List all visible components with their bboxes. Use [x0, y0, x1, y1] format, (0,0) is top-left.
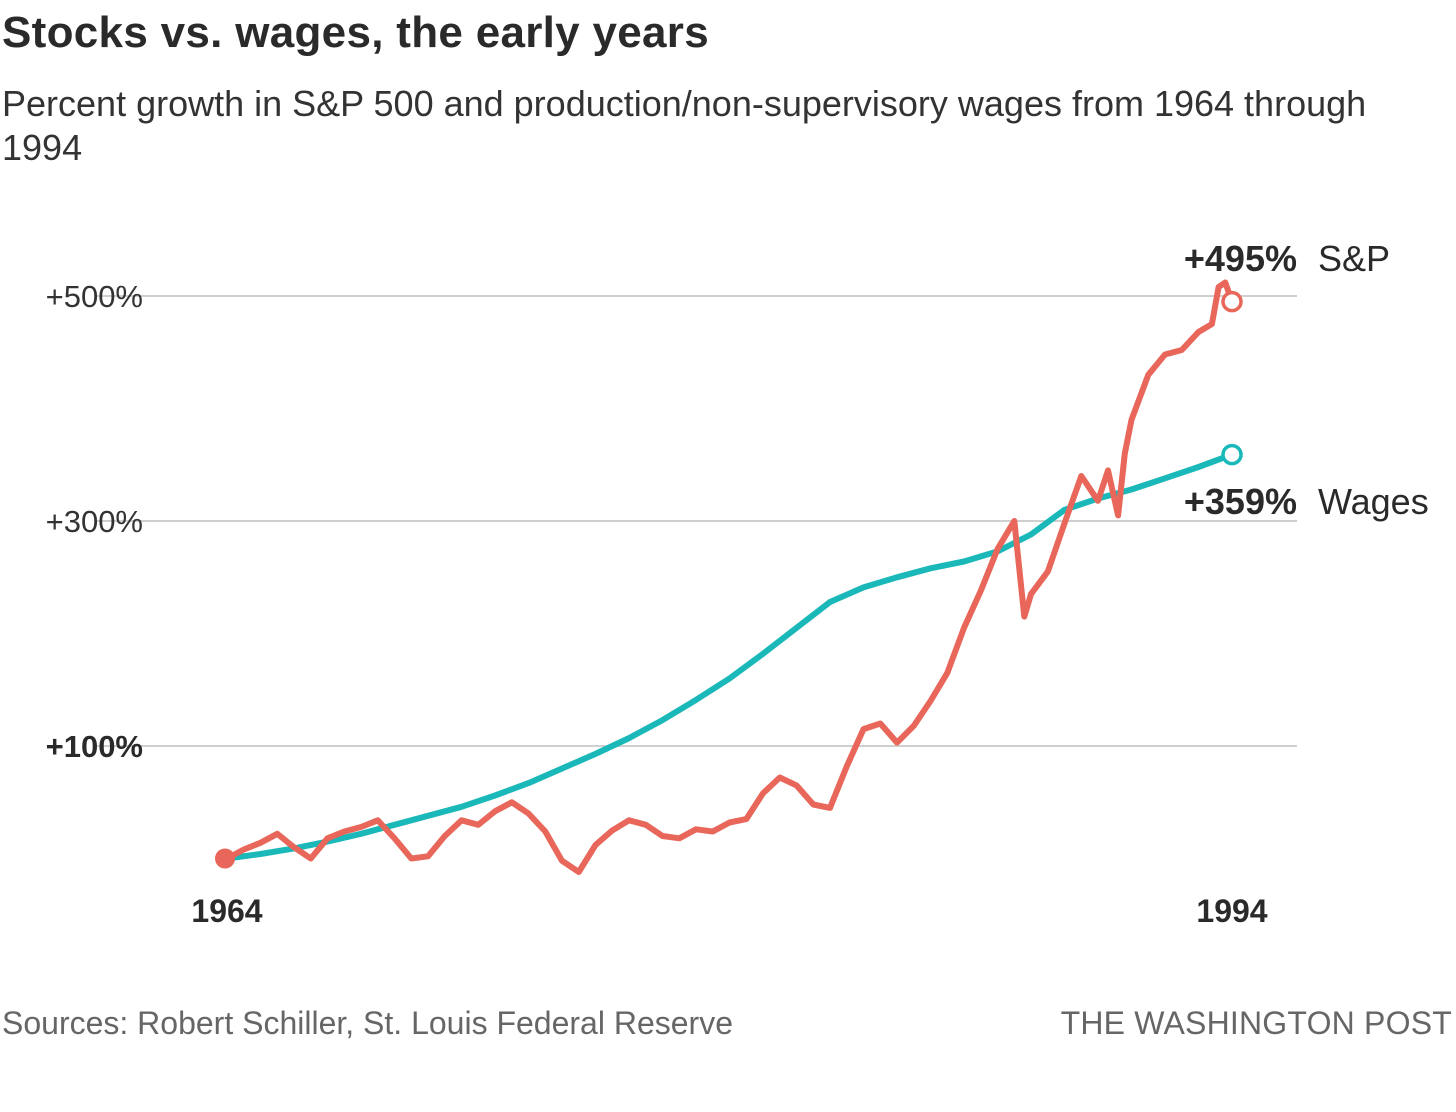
y-axis-ticks: +100% +300% +500%: [46, 279, 143, 764]
y-tick-label: +300%: [46, 504, 143, 539]
series-lines: [224, 279, 1235, 875]
series-name-label: S&P: [1318, 238, 1390, 279]
x-tick-label: 1994: [1196, 893, 1267, 929]
series-markers: [215, 290, 1243, 869]
x-axis-ticks: 1964 1994: [191, 893, 1267, 929]
end-marker-wages: [1221, 443, 1243, 466]
x-tick-label: 1964: [191, 893, 262, 929]
series-name-label: Wages: [1318, 481, 1429, 522]
line-chart: +100% +300% +500% 1964 1994 +495% S&P +359% Wa…: [46, 238, 1429, 929]
y-tick-label: +100%: [46, 729, 143, 764]
series-line-wages: [224, 451, 1235, 862]
end-value-label: +359%: [1184, 481, 1297, 522]
publisher-credit: THE WASHINGTON POST: [1060, 1005, 1452, 1041]
end-marker-sp: [1221, 290, 1243, 313]
end-value-label: +495%: [1184, 238, 1297, 279]
series-line-sp: [224, 279, 1235, 875]
y-tick-label: +500%: [46, 279, 143, 314]
series-end-labels: +495% S&P +359% Wages: [1184, 238, 1429, 522]
chart-subtitle: Percent growth in S&P 500 and production…: [2, 83, 1367, 168]
chart-title: Stocks vs. wages, the early years: [2, 8, 709, 57]
start-marker: [215, 848, 235, 869]
source-note: Sources: Robert Schiller, St. Louis Fede…: [2, 1005, 733, 1041]
gridlines: [97, 295, 1297, 747]
